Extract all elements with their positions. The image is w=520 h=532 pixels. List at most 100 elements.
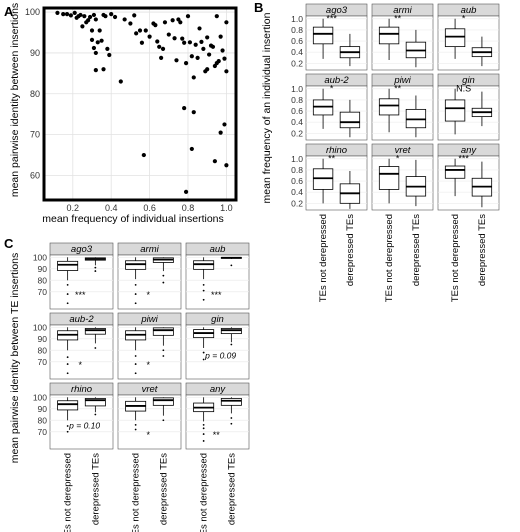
panel-a-data-point — [72, 10, 77, 16]
box-outlier — [202, 358, 205, 361]
panel-a-data-point — [162, 20, 168, 25]
box-outlier — [66, 430, 69, 433]
box-iqr — [312, 26, 334, 45]
y-tick-label: 100 — [33, 252, 47, 262]
panel-a-data-point — [205, 67, 210, 72]
panel-a-data-point — [87, 14, 93, 20]
y-tick-label: 0.2 — [291, 198, 303, 208]
panel-a-data-point — [178, 20, 183, 25]
facet-strip-label: piwi — [393, 75, 411, 86]
panel-a-data-point — [201, 46, 206, 51]
box-outlier — [134, 355, 137, 357]
panel-a-data-point — [199, 39, 204, 45]
panel-a-data-point — [93, 50, 98, 56]
category-label: derepressed TEs — [345, 214, 356, 286]
panel-a-data-point — [172, 36, 177, 41]
panel-a-data-point — [214, 14, 219, 19]
panel-a-x-tick-label: 0.2 — [67, 203, 80, 213]
box-outlier — [202, 351, 205, 354]
category-label: derepressed TEs — [411, 214, 422, 286]
panel-a-data-point — [218, 34, 223, 39]
significance-label: p = 0.09 — [204, 350, 236, 360]
box-iqr — [152, 397, 174, 406]
panel-c-letter: C — [4, 236, 14, 251]
panel-a-data-point — [68, 13, 73, 18]
y-tick-label: 0.8 — [291, 95, 303, 105]
box-outlier — [134, 372, 137, 375]
panel-a-data-point — [137, 28, 143, 33]
box-outlier — [134, 363, 137, 365]
box-outlier — [66, 425, 69, 427]
panel-a-x-axis-label: mean frequency of individual insertions — [42, 213, 224, 225]
panel-a-data-point — [109, 12, 114, 17]
box-iqr — [152, 327, 174, 336]
box-outlier — [230, 343, 233, 346]
panel-a-y-tick-label: 90 — [30, 48, 40, 58]
y-tick-label: 0.4 — [291, 47, 303, 57]
significance-label: *** — [326, 13, 337, 23]
box-outlier — [230, 264, 233, 267]
category-label: derepressed TEs — [158, 453, 169, 525]
facet-strip-label: ago3 — [71, 244, 93, 255]
y-tick-label: 0.6 — [291, 106, 303, 116]
panel-a-data-point — [183, 61, 189, 66]
panel-a-data-point — [224, 163, 229, 168]
panel-a-data-point — [97, 28, 102, 33]
panel-a-data-point — [157, 44, 162, 49]
facet-strip-label: armi — [393, 5, 412, 16]
y-tick-label: 1.0 — [291, 84, 303, 94]
panel-a-data-point — [189, 54, 194, 59]
box-outlier — [202, 298, 205, 301]
box-iqr — [378, 98, 400, 116]
panel-a-data-point — [132, 13, 137, 18]
facet-strip-label: vret — [395, 145, 411, 156]
y-tick-label: 0.8 — [291, 25, 303, 35]
significance-label: ** — [213, 430, 221, 440]
panel-a-data-point — [80, 24, 85, 29]
box-iqr — [444, 28, 466, 48]
panel-a-data-point — [95, 40, 100, 45]
box-iqr — [378, 166, 400, 190]
panel-a-data-point — [141, 152, 146, 158]
facet-strip-label: rhino — [326, 145, 347, 156]
category-label: TEs not derepressed — [384, 214, 395, 302]
panel-a-data-point — [143, 28, 148, 33]
panel-b-letter: B — [254, 0, 263, 15]
facet-strip-label: aub — [461, 5, 477, 16]
panel-a-data-point — [112, 14, 118, 20]
panel-c-y-axis-label: mean pairwise identity between TE insert… — [9, 253, 21, 464]
panel-a-data-point — [191, 75, 196, 80]
box-outlier — [66, 363, 69, 365]
panel-a-data-point — [147, 34, 152, 39]
y-tick-label: 1.0 — [291, 154, 303, 164]
panel-a-data-point — [166, 32, 171, 37]
significance-label: N.S — [456, 83, 471, 93]
y-tick-label: 90 — [38, 334, 48, 344]
box-outlier — [94, 347, 97, 349]
panel-a-data-point — [118, 79, 123, 84]
panel-a-data-point — [224, 20, 229, 25]
panel-a-data-point — [205, 35, 210, 40]
category-label: TEs not derepressed — [131, 453, 142, 532]
panel-a-x-tick-label: 1.0 — [220, 203, 233, 213]
panel-a-data-point — [55, 10, 60, 16]
y-tick-label: 80 — [38, 275, 48, 285]
panel-a-data-point — [160, 46, 166, 51]
box-iqr — [339, 111, 361, 129]
box-outlier — [66, 302, 69, 305]
facet-strip-label: gin — [211, 314, 224, 325]
panel-a-y-tick-label: 100 — [25, 7, 40, 17]
panel-a-letter: A — [4, 4, 14, 19]
panel-b-y-axis-label: mean frequency of an individual insertio… — [261, 12, 273, 203]
panel-a-data-point — [89, 37, 95, 42]
panel-a-data-point — [222, 122, 227, 127]
panel-a-data-point — [103, 14, 108, 19]
panel-a-data-point — [187, 40, 193, 45]
box-outlier — [202, 423, 205, 426]
facet-strip-label: armi — [140, 244, 159, 255]
category-label: TEs not derepressed — [450, 214, 461, 302]
box-outlier — [162, 281, 165, 284]
panel-a-data-point — [197, 26, 202, 31]
panel-a-data-point — [101, 67, 106, 72]
